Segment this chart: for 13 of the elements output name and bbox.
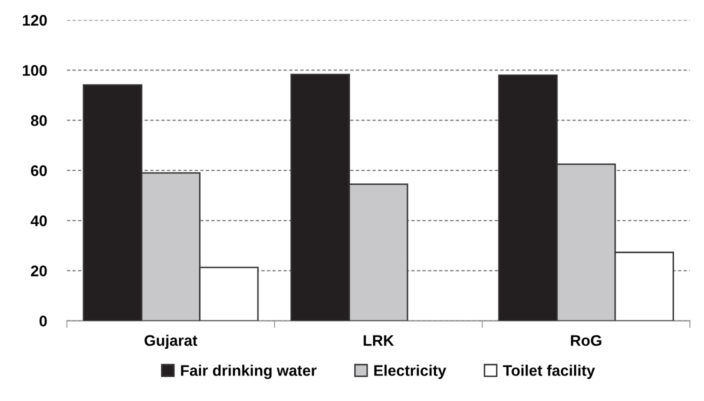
- legend-label: Fair drinking water: [181, 364, 317, 380]
- legend-label: Toilet facility: [502, 364, 595, 379]
- x-tick-label: LRK: [364, 335, 394, 346]
- y-tick-label: 80: [30, 115, 47, 126]
- y-tick-label: 20: [30, 266, 47, 276]
- y-tick-label: 0: [40, 316, 47, 326]
- y-tick-label: 40: [30, 215, 47, 226]
- x-tick-label: Gujarat: [144, 334, 198, 349]
- y-tick-label: 100: [22, 65, 47, 76]
- x-tick-label: RoG: [570, 335, 602, 346]
- legend-label: Electricity: [374, 364, 446, 379]
- y-tick-label: 60: [31, 165, 47, 176]
- y-tick-label: 120: [22, 14, 47, 26]
